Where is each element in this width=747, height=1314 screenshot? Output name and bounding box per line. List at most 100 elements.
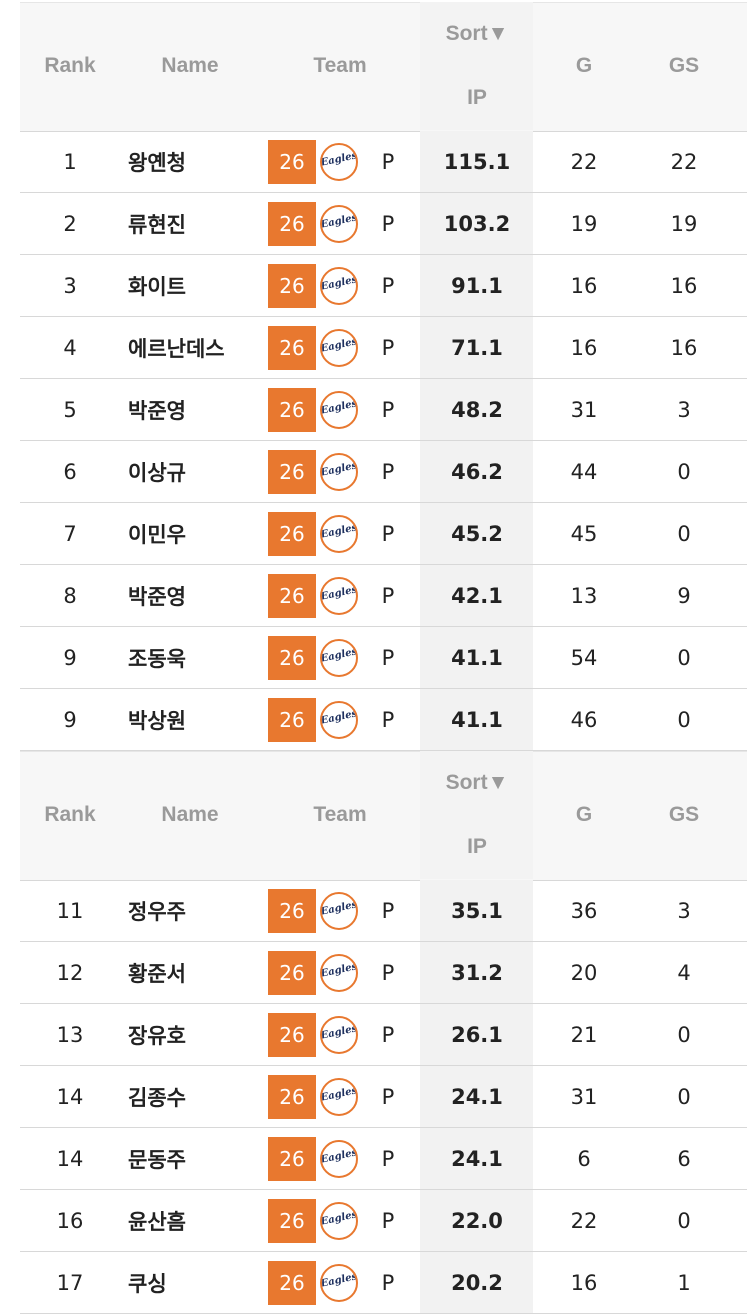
rank: 9 <box>63 708 77 732</box>
player-name: 에르난데스 <box>128 337 225 361</box>
position: P <box>381 1023 395 1047</box>
rank: 17 <box>56 1271 84 1295</box>
team-badge: 26 <box>268 636 316 680</box>
games: 31 <box>570 1085 598 1109</box>
position: P <box>381 460 395 484</box>
games: 45 <box>570 522 598 546</box>
player-name: 황준서 <box>128 962 186 986</box>
position: P <box>381 1085 395 1109</box>
innings-pitched: 41.1 <box>451 646 503 670</box>
player-name: 윤산흠 <box>128 1210 186 1234</box>
ip-cell-bg <box>420 942 533 1003</box>
ip-cell-bg <box>420 193 533 254</box>
table-row <box>20 1128 747 1190</box>
table-row <box>20 1190 747 1252</box>
games: 46 <box>570 708 598 732</box>
logo-text: Eagles <box>320 398 358 417</box>
team-logo: Eagles <box>320 1264 358 1302</box>
player-name: 정우주 <box>128 900 186 924</box>
sort-button[interactable]: Sort▼ <box>445 771 509 794</box>
table-row <box>20 1066 747 1128</box>
team-logo: Eagles <box>320 1078 358 1116</box>
header-ip: IP <box>467 835 487 858</box>
player-name: 쿠싱 <box>128 1272 167 1296</box>
games-started: 0 <box>677 460 691 484</box>
games-started: 19 <box>670 212 698 236</box>
ip-cell-bg <box>420 503 533 564</box>
player-name: 류현진 <box>128 213 186 237</box>
position: P <box>381 336 395 360</box>
games-started: 3 <box>677 398 691 422</box>
player-name: 이상규 <box>128 461 186 485</box>
player-name: 박준영 <box>128 399 186 423</box>
header-team: Team <box>313 803 367 826</box>
table-row <box>20 565 747 627</box>
team-logo: Eagles <box>320 515 358 553</box>
logo-text: Eagles <box>320 1147 358 1166</box>
ip-cell-bg <box>420 255 533 316</box>
sort-button[interactable]: Sort▼ <box>445 22 509 45</box>
player-name: 왕옌청 <box>128 151 186 175</box>
team-badge: 26 <box>268 450 316 494</box>
innings-pitched: 20.2 <box>451 1271 503 1295</box>
rank: 1 <box>63 150 77 174</box>
rank: 11 <box>56 899 84 923</box>
games: 16 <box>570 336 598 360</box>
games: 16 <box>570 274 598 298</box>
position: P <box>381 646 395 670</box>
games: 13 <box>570 584 598 608</box>
position: P <box>381 1271 395 1295</box>
rank: 14 <box>56 1085 84 1109</box>
logo-text: Eagles <box>320 708 358 727</box>
innings-pitched: 46.2 <box>451 460 503 484</box>
header-g: G <box>575 803 593 826</box>
header-rank: Rank <box>44 803 96 826</box>
sorted-column-header-bg <box>420 751 533 879</box>
table-row <box>20 441 747 503</box>
innings-pitched: 91.1 <box>451 274 503 298</box>
table-header <box>20 751 747 881</box>
header-ip: IP <box>467 86 487 109</box>
logo-text: Eagles <box>320 1085 358 1104</box>
position: P <box>381 899 395 923</box>
player-name: 이민우 <box>128 523 186 547</box>
team-badge: 26 <box>268 1261 316 1305</box>
games-started: 0 <box>677 1023 691 1047</box>
player-name: 김종수 <box>128 1086 186 1110</box>
games-started: 0 <box>677 708 691 732</box>
team-badge: 26 <box>268 889 316 933</box>
position: P <box>381 212 395 236</box>
innings-pitched: 31.2 <box>451 961 503 985</box>
header-name: Name <box>161 54 219 77</box>
ip-cell-bg <box>420 1066 533 1127</box>
position: P <box>381 522 395 546</box>
logo-text: Eagles <box>320 1271 358 1290</box>
player-name: 박준영 <box>128 585 186 609</box>
header-gs: GS <box>668 54 700 77</box>
rank: 16 <box>56 1209 84 1233</box>
ip-cell-bg <box>420 441 533 502</box>
rank: 3 <box>63 274 77 298</box>
team-badge: 26 <box>268 698 316 742</box>
games-started: 1 <box>677 1271 691 1295</box>
rank: 4 <box>63 336 77 360</box>
position: P <box>381 708 395 732</box>
team-logo: Eagles <box>320 143 358 181</box>
rank: 9 <box>63 646 77 670</box>
rank: 6 <box>63 460 77 484</box>
ip-cell-bg <box>420 379 533 440</box>
logo-text: Eagles <box>320 646 358 665</box>
team-logo: Eagles <box>320 267 358 305</box>
team-logo: Eagles <box>320 954 358 992</box>
logo-text: Eagles <box>320 1209 358 1228</box>
games: 6 <box>577 1147 591 1171</box>
innings-pitched: 24.1 <box>451 1085 503 1109</box>
team-logo: Eagles <box>320 205 358 243</box>
table-row <box>20 193 747 255</box>
header-team: Team <box>313 54 367 77</box>
innings-pitched: 71.1 <box>451 336 503 360</box>
innings-pitched: 26.1 <box>451 1023 503 1047</box>
games: 19 <box>570 212 598 236</box>
rank: 14 <box>56 1147 84 1171</box>
